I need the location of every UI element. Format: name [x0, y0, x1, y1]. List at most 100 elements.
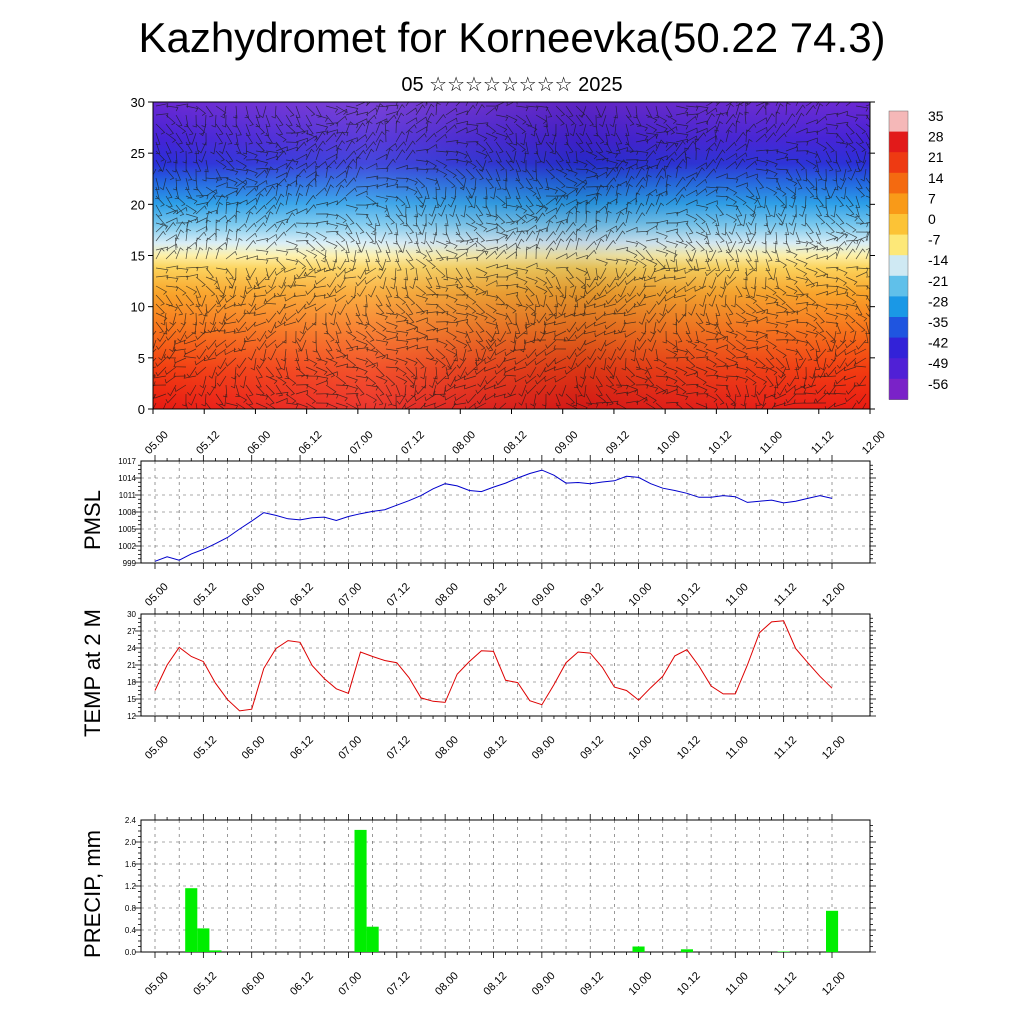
- wind-barb: [645, 114, 658, 124]
- wind-barb: [235, 201, 242, 215]
- wind-barb: [685, 258, 694, 271]
- wind-barb: [495, 150, 502, 163]
- wind-barb: [243, 309, 257, 314]
- wind-barb: [355, 190, 368, 197]
- wind-barb: [695, 147, 701, 161]
- wind-barb: [705, 366, 718, 375]
- wind-barb: [605, 201, 612, 215]
- wind-barb: [545, 186, 559, 195]
- wind-barb: [153, 402, 157, 409]
- wind-barb: [313, 292, 327, 298]
- wind-barb: [166, 348, 177, 360]
- wind-barb: [465, 303, 477, 314]
- x-tick-label: 12.00: [820, 734, 848, 762]
- wind-barb: [442, 222, 447, 236]
- wind-barb: [630, 339, 637, 353]
- wind-barb: [865, 204, 870, 209]
- wind-barb: [845, 312, 856, 324]
- chart-subtitle: 05 ☆☆☆☆☆☆☆☆ 2025: [401, 74, 623, 96]
- wind-barb: [455, 267, 464, 280]
- wind-barb: [275, 339, 287, 349]
- wind-barb: [315, 161, 328, 170]
- wind-barb: [434, 195, 439, 209]
- wind-barb: [390, 276, 397, 290]
- wind-barb: [525, 216, 538, 224]
- wind-barb: [605, 225, 618, 233]
- wind-barb: [165, 330, 177, 341]
- wind-barb: [734, 249, 740, 263]
- wind-barb: [865, 141, 870, 154]
- wind-barb: [615, 303, 627, 313]
- wind-barb: [424, 393, 437, 402]
- wind-barb: [594, 321, 607, 327]
- wind-barb: [415, 168, 429, 174]
- wind-barb: [705, 142, 717, 152]
- wind-barb: [725, 186, 738, 196]
- wind-barb: [645, 225, 658, 233]
- wind-barb: [513, 402, 517, 409]
- wind-barb: [475, 357, 487, 367]
- wind-barb: [355, 330, 367, 340]
- wind-barb: [215, 228, 221, 242]
- wind-barb: [755, 117, 768, 125]
- wind-barb: [155, 123, 166, 135]
- wind-barb: [236, 366, 247, 378]
- wind-barb: [195, 294, 200, 307]
- wind-barb: [572, 393, 577, 407]
- wind-barb: [675, 176, 686, 188]
- wind-barb: [855, 267, 869, 273]
- wind-barb: [785, 303, 796, 315]
- wind-barb: [365, 330, 375, 342]
- wind-barb: [357, 267, 367, 280]
- wind-barb: [485, 321, 499, 329]
- wind-barb: [325, 348, 335, 361]
- wind-barb: [802, 366, 807, 380]
- wind-barb: [425, 303, 439, 309]
- wind-barb: [365, 213, 373, 226]
- wind-barb: [765, 168, 778, 177]
- wind-barb: [494, 339, 507, 348]
- wind-barb: [635, 393, 648, 403]
- wind-barb: [375, 294, 383, 307]
- wind-barb: [705, 213, 717, 224]
- wind-barb: [715, 375, 729, 382]
- wind-barb: [675, 384, 687, 395]
- wind-barb: [315, 249, 327, 260]
- wind-barb: [478, 348, 487, 361]
- wind-barb: [765, 112, 775, 125]
- wind-barb: [605, 167, 616, 179]
- wind-barb: [755, 334, 768, 341]
- colorbar-swatch: [889, 234, 908, 256]
- wind-barb: [275, 178, 287, 188]
- wind-barb: [155, 186, 160, 199]
- wind-barb: [865, 247, 870, 260]
- wind-barb: [815, 267, 827, 277]
- wind-barb: [330, 312, 337, 326]
- wind-barb: [655, 167, 666, 179]
- wind-barb: [275, 193, 285, 206]
- wind-barb: [815, 168, 823, 181]
- wind-barb: [335, 393, 348, 402]
- wind-barb: [175, 132, 183, 145]
- wind-barb: [755, 393, 761, 406]
- wind-barb: [314, 276, 327, 285]
- wind-barb: [805, 321, 817, 331]
- wind-barb: [395, 294, 407, 305]
- wind-barb: [181, 393, 187, 407]
- precip-bar: [366, 926, 379, 952]
- wind-barb: [283, 281, 297, 287]
- wind-barb: [375, 139, 384, 152]
- wind-barb: [764, 393, 777, 399]
- wind-barb: [760, 195, 767, 209]
- wind-barb: [755, 133, 767, 143]
- wind-barb: [544, 366, 557, 373]
- wind-barb: [705, 113, 715, 125]
- wind-barb: [477, 375, 487, 388]
- wind-barb: [345, 123, 359, 129]
- wind-barb: [385, 104, 399, 110]
- wind-barb: [535, 375, 547, 385]
- wind-barb: [755, 303, 766, 315]
- wind-barb: [860, 168, 867, 182]
- wind-barb: [585, 193, 599, 198]
- colorbar-label: -56: [928, 376, 948, 392]
